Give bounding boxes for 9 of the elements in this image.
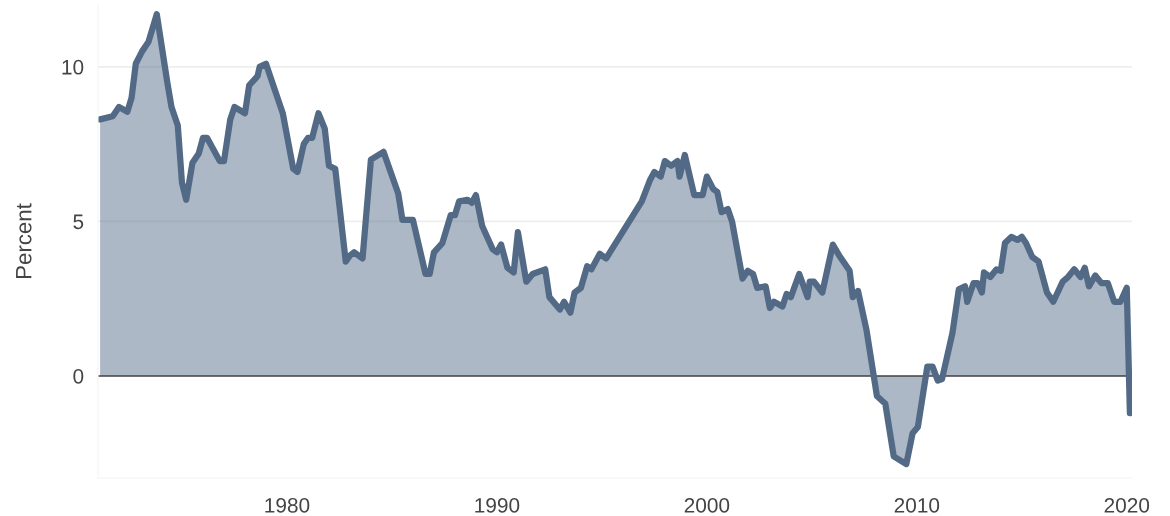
x-tick-label: 1990: [475, 497, 520, 513]
x-tick-label: 2000: [684, 497, 730, 513]
y-tick-label: 10: [62, 59, 84, 75]
x-tick-label: 2020: [1104, 497, 1150, 513]
x-tick-label: 1980: [265, 497, 310, 513]
y-tick-label: 5: [73, 214, 84, 230]
y-axis-title: Percent: [16, 203, 32, 278]
y-tick-label: 0: [73, 368, 84, 384]
x-tick-label: 2010: [894, 497, 940, 513]
